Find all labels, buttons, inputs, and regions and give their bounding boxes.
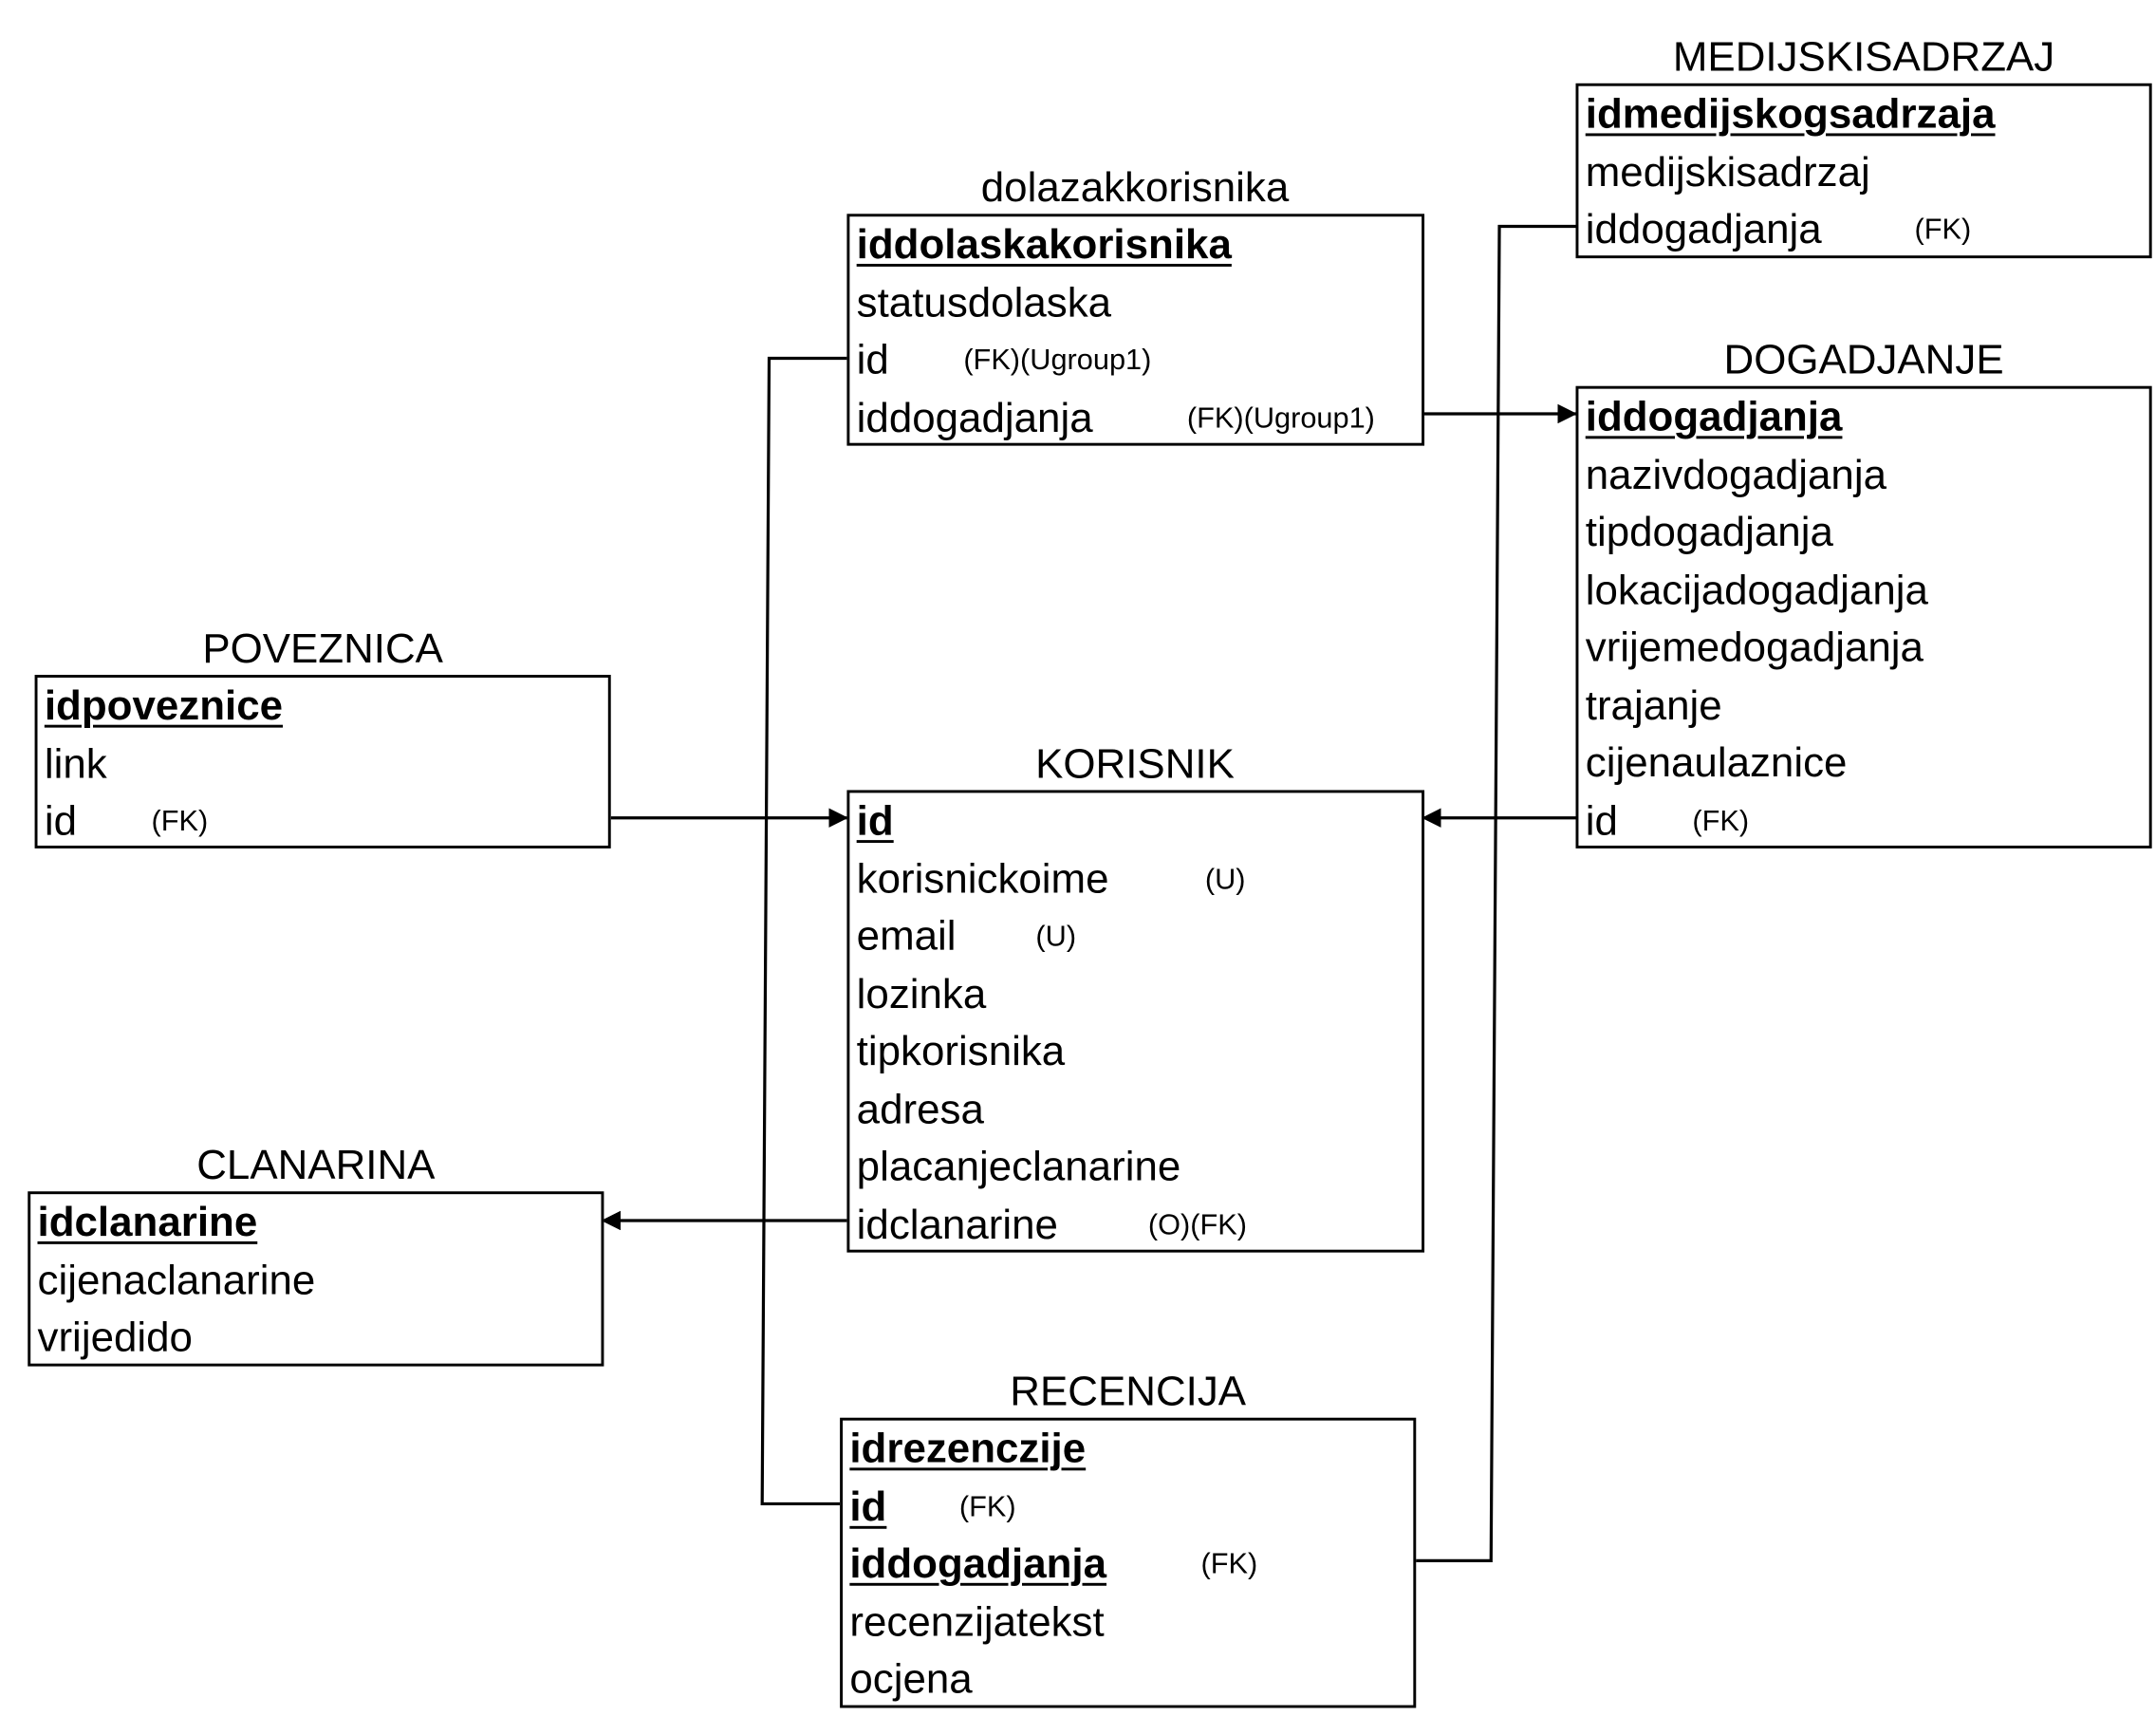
entity-dogadjanje[interactable]: iddogadjanja nazivdogadjanja tipdogadjan… (1575, 385, 2152, 850)
entity-korisnik[interactable]: id korisnickoime (U) email (U) lozinka tip… (846, 790, 1425, 1254)
attribute-row: tipdogadjanja (1578, 504, 2148, 562)
primary-key-field: idrezenczije (849, 1426, 1087, 1472)
field-name: email (856, 913, 957, 960)
primary-key-field: idclanarine (37, 1200, 258, 1246)
attribute-row: id (FK)(Ugroup1) (849, 332, 1422, 390)
attribute-row: link (38, 736, 608, 793)
field-constraint: (U) (1035, 920, 1077, 953)
attribute-row: cijenaulaznice (1578, 735, 2148, 793)
entity-poveznica[interactable]: idpoveznice link id (FK) (34, 675, 611, 850)
field-name: placanjeclanarine (856, 1144, 1181, 1190)
field-name: ocjena (849, 1656, 973, 1703)
field-constraint: (O)(FK) (1147, 1208, 1248, 1241)
attribute-row: trajanje (1578, 677, 2148, 735)
field-constraint: (FK) (1200, 1548, 1258, 1580)
entity-dolazakkorisnika[interactable]: iddolaskakorisnika statusdolaska id (FK)(… (846, 214, 1425, 447)
attribute-row: idclanarine (O)(FK) (849, 1196, 1422, 1254)
field-name: lozinka (856, 971, 987, 1017)
attribute-row: idpoveznice (38, 678, 608, 736)
field-name: cijenaclanarine (37, 1257, 316, 1304)
primary-key-field: id (856, 798, 894, 845)
field-name: iddogadjanja (856, 395, 1093, 441)
attribute-row: iddogadjanja (FK)(Ugroup1) (849, 389, 1422, 447)
attribute-row: id (FK) (843, 1478, 1413, 1536)
entity-title-poveznica: POVEZNICA (202, 625, 443, 673)
attribute-row: statusdolaska (849, 274, 1422, 332)
entity-title-dolazakkorisnika: dolazakkorisnika (980, 165, 1290, 212)
attribute-row: id (849, 793, 1422, 850)
primary-key-field: iddogadjanja (1585, 394, 1843, 440)
field-name: id (1585, 797, 1618, 844)
entity-title-korisnik: KORISNIK (1035, 741, 1235, 788)
attribute-row: iddogadjanja (FK) (1578, 201, 2148, 259)
field-name: nazivdogadjanja (1585, 452, 1886, 498)
primary-key-field: idpoveznice (44, 682, 284, 730)
entity-title-clanarina: CLANARINA (196, 1143, 436, 1189)
entity-medijskisadrzaj[interactable]: idmedijskogsadrzaja medijskisadrzaj iddo… (1575, 83, 2152, 259)
attribute-row: email (U) (849, 908, 1422, 966)
primary-key-field: id (849, 1483, 887, 1530)
field-name: iddogadjanja (1585, 206, 1822, 253)
attribute-row: vrijemedogadjanja (1578, 619, 2148, 677)
field-name: cijenaulaznice (1585, 739, 1848, 787)
attribute-row: id (FK) (38, 793, 608, 850)
field-name: id (44, 798, 77, 845)
primary-key-field: idmedijskogsadrzaja (1585, 91, 1996, 138)
field-name: tipkorisnika (856, 1029, 1066, 1075)
primary-key-field: iddolaskakorisnika (856, 222, 1232, 269)
field-name: idclanarine (856, 1202, 1058, 1248)
attribute-row: iddogadjanja (1578, 389, 2148, 447)
attribute-row: lozinka (849, 966, 1422, 1024)
attribute-row: idrezenczije (843, 1421, 1413, 1479)
field-name: vrijemedogadjanja (1585, 625, 1924, 671)
attribute-row: placanjeclanarine (849, 1139, 1422, 1197)
attribute-row: vrijedido (30, 1310, 601, 1368)
attribute-row: ocjena (843, 1651, 1413, 1709)
field-name: recenzijatekst (849, 1598, 1105, 1645)
field-name: korisnickoime (856, 855, 1109, 903)
field-constraint: (FK)(Ugroup1) (963, 344, 1152, 377)
attribute-row: recenzijatekst (843, 1594, 1413, 1651)
field-name: vrijedido (37, 1315, 193, 1361)
field-name: statusdolaska (856, 279, 1112, 326)
attribute-row: korisnickoime (U) (849, 850, 1422, 908)
field-name: trajanje (1585, 682, 1722, 729)
field-constraint: (FK) (1692, 804, 1750, 837)
attribute-row: iddogadjanja (FK) (843, 1536, 1413, 1594)
field-name: tipdogadjanja (1585, 509, 1833, 556)
field-name: adresa (856, 1086, 984, 1133)
entity-recencija[interactable]: idrezenczije id (FK) iddogadjanja (FK) rec… (840, 1417, 1417, 1709)
attribute-row: tipkorisnika (849, 1023, 1422, 1081)
field-constraint: (FK) (151, 805, 209, 838)
rel-left-connector (760, 356, 847, 1506)
attribute-row: idclanarine (30, 1194, 601, 1252)
entity-title-recencija: RECENCIJA (1010, 1369, 1247, 1415)
rel-right-connector (1414, 224, 1576, 1563)
field-name: lokacijadogadjanja (1585, 567, 1928, 613)
field-name: id (856, 337, 889, 383)
field-constraint: (FK) (1914, 214, 1972, 246)
field-constraint: (U) (1204, 863, 1246, 895)
attribute-row: iddolaskakorisnika (849, 216, 1422, 274)
entity-title-medijskisadrzaj: MEDIJSKISADRZAJ (1672, 34, 2055, 81)
attribute-row: idmedijskogsadrzaja (1578, 86, 2148, 144)
attribute-row: adresa (849, 1081, 1422, 1139)
field-constraint: (FK) (958, 1490, 1016, 1523)
entity-clanarina[interactable]: idclanarine cijenaclanarine vrijedido (28, 1191, 604, 1368)
field-name: link (44, 740, 107, 787)
attribute-row: lokacijadogadjanja (1578, 562, 2148, 620)
attribute-row: id (FK) (1578, 793, 2148, 850)
field-constraint: (FK)(Ugroup1) (1186, 401, 1375, 435)
attribute-row: nazivdogadjanja (1578, 446, 2148, 504)
attribute-row: medijskisadrzaj (1578, 143, 2148, 201)
primary-key-field: iddogadjanja (849, 1540, 1107, 1588)
attribute-row: cijenaclanarine (30, 1252, 601, 1310)
field-name: medijskisadrzaj (1585, 149, 1870, 196)
entity-title-dogadjanje: DOGADJANJE (1723, 337, 2004, 383)
